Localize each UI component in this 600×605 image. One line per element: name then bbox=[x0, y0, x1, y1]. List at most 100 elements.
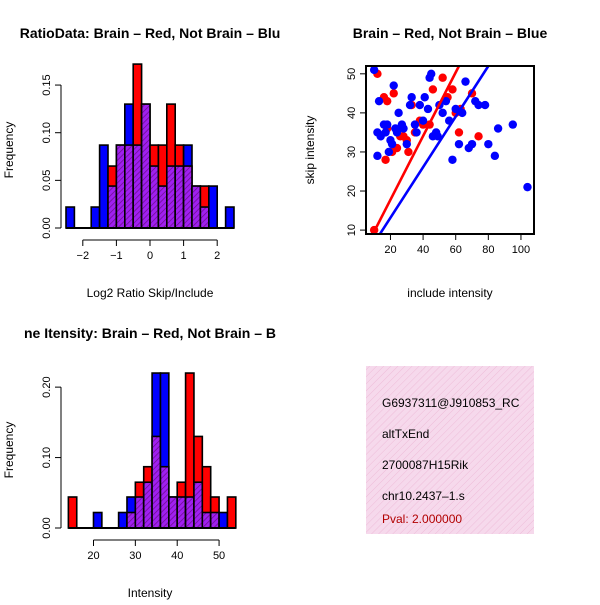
y-tick-label: 0.20 bbox=[41, 376, 53, 397]
scatter-point-not-brain bbox=[448, 155, 457, 164]
y-tick-label: 0.10 bbox=[41, 122, 53, 143]
scatter-point-not-brain bbox=[387, 139, 397, 149]
hist-bar-not-brain bbox=[98, 144, 109, 229]
hist-bar-overlap bbox=[191, 185, 202, 229]
x-tick-label: 30 bbox=[129, 550, 141, 562]
scatter-point-not-brain bbox=[438, 108, 447, 118]
hist-bar-brain bbox=[67, 496, 78, 529]
y-tick-label: 40 bbox=[346, 107, 358, 119]
info-probe-id: G6937311@J910853_RC bbox=[382, 396, 520, 410]
scatter-point-not-brain bbox=[508, 120, 517, 129]
info-panel-background bbox=[366, 366, 534, 534]
hist-bar-overlap bbox=[134, 496, 145, 529]
hist-bar-not-brain bbox=[117, 511, 128, 529]
scatter-point-not-brain bbox=[374, 96, 384, 106]
scatter-point-not-brain bbox=[490, 151, 500, 161]
intensity-histogram-axes: 20 30 40 50 0.00 0.10 0.20 bbox=[41, 376, 225, 562]
y-tick-label: 50 bbox=[346, 68, 358, 80]
scatter-point-brain bbox=[428, 85, 438, 94]
hist-bar-overlap bbox=[124, 144, 135, 229]
x-tick-label: −2 bbox=[77, 250, 90, 262]
scatter-point-not-brain bbox=[427, 69, 436, 79]
x-tick-label: 0 bbox=[147, 250, 153, 262]
hist-bar-not-brain bbox=[218, 511, 229, 529]
hist-bar-not-brain bbox=[208, 185, 219, 229]
info-locus: chr10.2437–1.s bbox=[382, 489, 465, 503]
hist-bar-not-brain bbox=[65, 206, 76, 229]
hist-bar-overlap bbox=[157, 185, 168, 229]
scatter-point-not-brain bbox=[410, 120, 420, 129]
info-panel: G6937311@J910853_RC altTxEnd 2700087H15R… bbox=[366, 366, 534, 534]
hist-bar-overlap bbox=[201, 511, 212, 529]
y-tick-label: 20 bbox=[346, 185, 358, 197]
hist-bar-not-brain bbox=[92, 511, 103, 529]
scatter-point-not-brain bbox=[461, 77, 470, 86]
x-tick-label: 50 bbox=[213, 550, 225, 562]
ratio-histogram-ylabel: Frequency bbox=[2, 122, 16, 179]
hist-bar-overlap bbox=[151, 435, 162, 529]
scatter-point-brain bbox=[404, 147, 413, 157]
scatter-frame bbox=[365, 65, 535, 235]
x-tick-label: 100 bbox=[512, 244, 530, 256]
scatter-point-not-brain bbox=[441, 96, 451, 106]
scatter-point-not-brain bbox=[402, 139, 411, 149]
scatter-point-not-brain bbox=[418, 116, 428, 125]
intensity-histogram: ne Itensity: Brain – Red, Not Brain – B … bbox=[2, 325, 276, 600]
scatter-point-not-brain bbox=[493, 124, 503, 133]
scatter-point-not-brain bbox=[392, 128, 402, 137]
scatter-point-not-brain bbox=[407, 93, 416, 102]
info-event-type: altTxEnd bbox=[382, 427, 429, 441]
scatter-axes: 20 40 60 80 100 10 20 30 40 50 bbox=[346, 68, 530, 256]
scatter-point-brain bbox=[389, 89, 398, 98]
hist-bar-overlap bbox=[132, 144, 143, 229]
y-tick-label: 10 bbox=[346, 224, 358, 236]
scatter-point-brain bbox=[383, 96, 392, 106]
x-tick-label: 20 bbox=[384, 244, 396, 256]
scatter-point-not-brain bbox=[474, 100, 483, 110]
hist-bar-overlap bbox=[115, 144, 126, 229]
y-tick-label: 0.10 bbox=[41, 447, 53, 468]
info-gene-name: 2700087H15Rik bbox=[382, 458, 469, 472]
scatter-point-not-brain bbox=[381, 128, 390, 137]
y-tick-label: 0.00 bbox=[41, 217, 53, 238]
scatter-point-brain bbox=[474, 132, 483, 141]
intensity-histogram-xlabel: Intensity bbox=[128, 586, 173, 600]
x-tick-label: 2 bbox=[214, 250, 220, 262]
hist-bar-not-brain bbox=[224, 206, 235, 229]
hist-bar-overlap bbox=[159, 465, 170, 529]
intensity-histogram-bars bbox=[67, 372, 237, 529]
hist-bar-overlap bbox=[149, 165, 160, 229]
x-tick-label: 40 bbox=[417, 244, 429, 256]
scatter-point-brain bbox=[381, 155, 390, 164]
hist-bar-overlap bbox=[182, 165, 193, 229]
x-tick-label: 20 bbox=[87, 550, 99, 562]
scatter-point-not-brain bbox=[523, 182, 532, 192]
scatter-point-not-brain bbox=[454, 139, 464, 149]
scatter-point-not-brain bbox=[467, 139, 477, 149]
scatter-point-brain bbox=[448, 85, 457, 94]
hist-bar-overlap bbox=[193, 481, 204, 529]
hist-bar-overlap bbox=[126, 511, 137, 529]
hist-bar-overlap bbox=[142, 481, 153, 529]
ratio-histogram: RatioData: Brain – Red, Not Brain – Blu … bbox=[2, 25, 280, 300]
intensity-histogram-ylabel: Frequency bbox=[2, 422, 16, 479]
ratio-histogram-title: RatioData: Brain – Red, Not Brain – Blu bbox=[20, 25, 281, 41]
hist-bar-brain bbox=[226, 496, 237, 529]
x-tick-label: 40 bbox=[171, 550, 183, 562]
scatter-plot-area bbox=[369, 66, 532, 234]
scatter-point-not-brain bbox=[373, 151, 382, 161]
scatter-point-brain bbox=[454, 128, 464, 137]
x-tick-label: 80 bbox=[482, 244, 494, 256]
y-tick-label: 30 bbox=[346, 146, 358, 158]
scatter-point-not-brain bbox=[420, 93, 429, 102]
hist-bar-overlap bbox=[140, 103, 151, 229]
scatter-xlabel: include intensity bbox=[407, 286, 492, 300]
hist-bar-overlap bbox=[209, 511, 220, 529]
hist-bar-overlap bbox=[199, 206, 210, 229]
intensity-scatter-title: Brain – Red, Not Brain – Blue bbox=[353, 25, 548, 41]
scatter-point-not-brain bbox=[433, 132, 442, 141]
scatter-point-not-brain bbox=[389, 81, 398, 90]
scatter-point-brain bbox=[438, 73, 447, 82]
scatter-point-not-brain bbox=[405, 100, 415, 110]
